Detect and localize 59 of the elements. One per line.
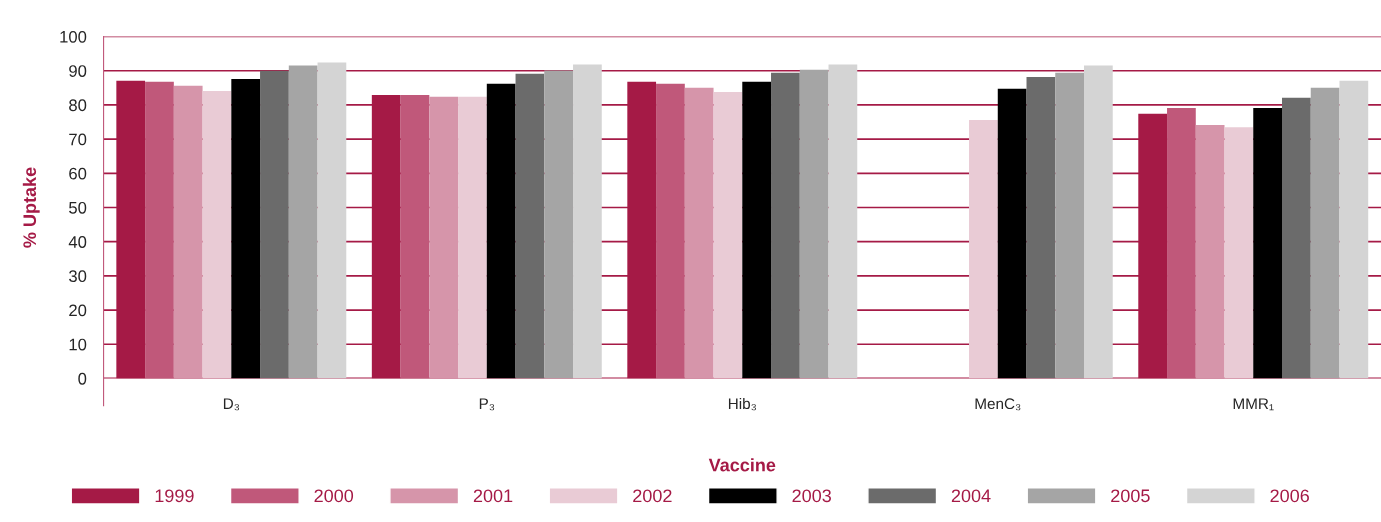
x-axis-title: Vaccine bbox=[708, 458, 776, 472]
bar bbox=[1026, 76, 1056, 379]
y-tick-label: 70 bbox=[69, 133, 87, 146]
bar bbox=[145, 81, 174, 379]
bar bbox=[1055, 72, 1084, 379]
bar bbox=[400, 95, 430, 379]
bar bbox=[1167, 108, 1196, 379]
y-tick-label: 20 bbox=[69, 304, 87, 317]
bar bbox=[458, 96, 487, 379]
bar bbox=[1310, 87, 1340, 379]
bar bbox=[231, 78, 261, 379]
y-tick-label: 40 bbox=[68, 236, 87, 248]
bar bbox=[544, 70, 574, 379]
bar bbox=[202, 90, 232, 379]
legend-label: 2001 bbox=[473, 489, 513, 503]
bar bbox=[713, 91, 743, 379]
y-axis-title: % Uptake bbox=[22, 167, 40, 248]
legend-label: 1999 bbox=[155, 489, 194, 503]
y-tick-label: 10 bbox=[69, 338, 87, 351]
bar bbox=[429, 96, 459, 379]
x-tick-label: MMR₁ bbox=[1233, 398, 1274, 411]
bar bbox=[1084, 65, 1113, 379]
x-tick-label: D₃ bbox=[223, 398, 240, 411]
bar bbox=[1195, 125, 1225, 379]
y-tick-label: 50 bbox=[69, 201, 87, 214]
y-tick-label: 90 bbox=[69, 65, 87, 77]
x-tick-label: Hib₃ bbox=[728, 397, 756, 411]
legend-label: 2002 bbox=[633, 489, 672, 503]
bar bbox=[828, 64, 858, 379]
legend-label: 2004 bbox=[951, 489, 991, 503]
bar bbox=[684, 87, 714, 379]
bar bbox=[1224, 127, 1254, 379]
x-tick-label: MenC₃ bbox=[975, 398, 1021, 411]
y-tick-label: 60 bbox=[69, 167, 87, 180]
x-tick-label: P₃ bbox=[479, 398, 495, 411]
bar bbox=[742, 81, 772, 379]
bar bbox=[771, 72, 800, 379]
y-tick-label: 80 bbox=[69, 99, 87, 112]
bar bbox=[573, 64, 602, 379]
bar bbox=[799, 69, 829, 379]
y-tick-label: 100 bbox=[60, 30, 87, 43]
legend-label: 2005 bbox=[1111, 489, 1150, 503]
bar bbox=[656, 83, 685, 379]
bar bbox=[515, 73, 545, 379]
y-tick-label: 0 bbox=[78, 372, 87, 385]
bar bbox=[1253, 108, 1282, 379]
bar bbox=[173, 85, 203, 379]
legend-label: 2003 bbox=[792, 489, 831, 503]
legend-label: 2000 bbox=[314, 489, 354, 503]
bar bbox=[288, 65, 318, 379]
bar bbox=[969, 119, 998, 379]
bar bbox=[997, 88, 1027, 379]
bar bbox=[1339, 80, 1369, 379]
y-tick-label: 30 bbox=[69, 270, 87, 283]
bar bbox=[317, 62, 347, 379]
bar bbox=[1282, 97, 1311, 379]
bar bbox=[260, 70, 289, 379]
legend-label: 2006 bbox=[1270, 489, 1309, 503]
bar bbox=[486, 83, 516, 379]
